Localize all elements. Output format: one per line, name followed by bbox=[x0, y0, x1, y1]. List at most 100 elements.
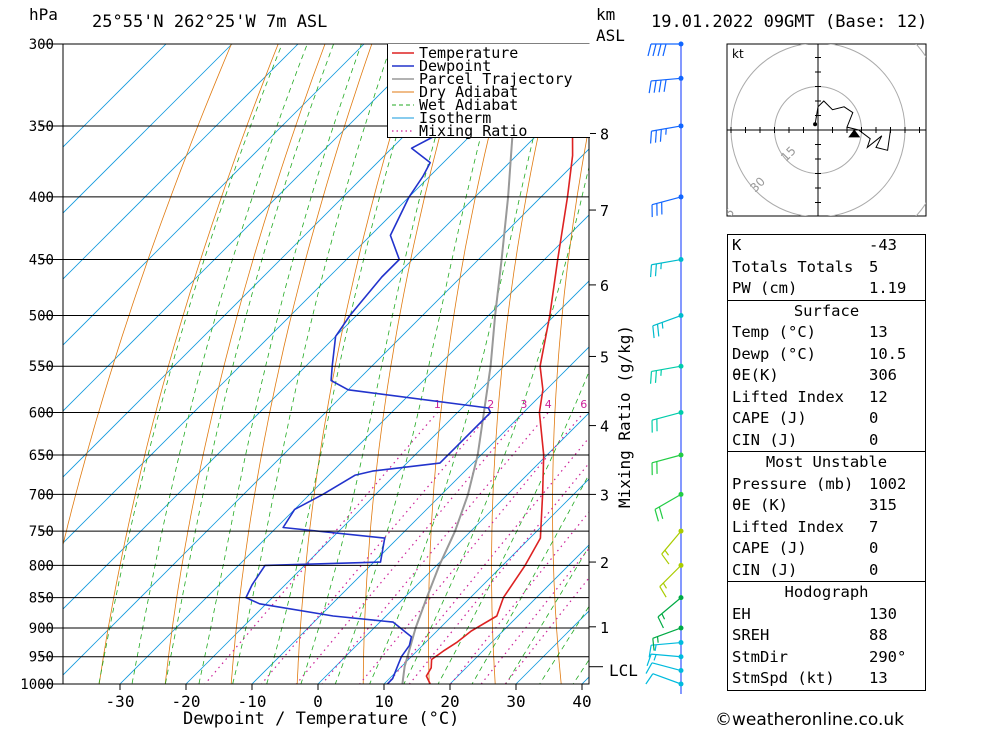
legend-label-dewpoint: Dewpoint bbox=[419, 57, 492, 75]
pressure-tick-label: 450 bbox=[29, 253, 54, 269]
legend-label-wet-adiabat: Wet Adiabat bbox=[419, 96, 519, 114]
mixing-ratio-axis-title: Mixing Ratio (g/kg) bbox=[615, 324, 634, 508]
wind-barb-feather bbox=[663, 79, 667, 92]
pressure-tick-label: 900 bbox=[29, 621, 54, 637]
height-tick-label: 8 bbox=[600, 125, 609, 143]
stability-indices-table: K -43 Totals Totals 5 PW (cm) 1.19 Surface … bbox=[727, 234, 926, 691]
surface-cape-row: CAPE (J) 0 bbox=[732, 409, 879, 427]
wind-barb bbox=[657, 595, 684, 629]
wind-barb-half-feather bbox=[664, 549, 670, 556]
dry-adiabat-line bbox=[63, 44, 232, 547]
pressure-tick-label: 950 bbox=[29, 650, 54, 666]
wind-barb-feather bbox=[659, 129, 662, 142]
legend-label-parcel: Parcel Trajectory bbox=[419, 70, 573, 88]
profile-parcel-trajectory bbox=[401, 44, 524, 684]
chart-frame: 3003504004505005506006507007508008509009… bbox=[20, 37, 609, 711]
wind-barb-feather bbox=[654, 370, 657, 383]
surface-theta-e-row: θE(K) 306 bbox=[732, 366, 897, 384]
wind-barb-feather bbox=[649, 131, 653, 144]
wind-barb-shaft bbox=[651, 454, 682, 464]
height-tick-label: 3 bbox=[600, 486, 609, 504]
x-tick-label: -30 bbox=[106, 692, 135, 711]
datetime-title: 19.01.2022 09GMT (Base: 12) bbox=[651, 12, 928, 32]
wind-barb bbox=[654, 491, 684, 522]
wind-barb bbox=[652, 625, 684, 651]
pressure-tick-label: 750 bbox=[29, 524, 54, 540]
wind-barb-feather bbox=[657, 616, 664, 629]
legend-label-mixing-ratio: Mixing Ratio bbox=[419, 122, 528, 140]
wind-barb bbox=[649, 257, 684, 278]
legend-label-isotherm: Isotherm bbox=[419, 109, 492, 127]
wind-barb-shaft bbox=[652, 673, 682, 685]
mixing-ratio-label: 15 bbox=[663, 398, 677, 411]
wind-barb-feather bbox=[661, 553, 670, 565]
x-tick-label: 10 bbox=[374, 692, 393, 711]
dry-adiabat-line bbox=[669, 0, 718, 710]
pressure-tick-label: 1000 bbox=[20, 677, 54, 693]
mu-pressure-row: Pressure (mb) 1002 bbox=[732, 474, 907, 493]
wind-barb bbox=[651, 409, 684, 433]
wind-barb-feather bbox=[652, 43, 657, 57]
height-tick-label: 2 bbox=[600, 554, 609, 572]
wind-barb-feather bbox=[648, 80, 652, 94]
wind-barb-half-feather bbox=[661, 613, 666, 620]
wind-barb bbox=[648, 75, 684, 94]
isotherm-line bbox=[63, 44, 299, 280]
wind-barb-feather bbox=[656, 324, 660, 337]
pressure-tick-label: 800 bbox=[29, 558, 54, 574]
isotherm-line bbox=[383, 478, 589, 684]
mixing-ratio-line bbox=[504, 576, 589, 684]
wind-barb-feather bbox=[658, 506, 664, 519]
pressure-tick-label: 650 bbox=[29, 448, 54, 464]
index-row-totals: Totals Totals 5 bbox=[732, 257, 879, 276]
hodograph-trace bbox=[814, 100, 891, 151]
plot-border bbox=[62, 43, 590, 685]
wet-adiabat-line bbox=[98, 44, 283, 684]
wet-adiabat-line bbox=[131, 44, 308, 684]
surface-dewp-row: Dewp (°C) 10.5 bbox=[732, 344, 907, 363]
legend: Temperature Dewpoint Parcel Trajectory D… bbox=[387, 44, 590, 140]
height-ref-label: ASL bbox=[596, 26, 625, 45]
wind-barb-feather bbox=[659, 586, 667, 598]
wind-barb bbox=[645, 662, 684, 674]
isotherm-line bbox=[185, 280, 589, 684]
profile-dewpoint bbox=[245, 44, 513, 684]
mu-lifted-row: Lifted Index 7 bbox=[732, 517, 879, 536]
mixing-ratio-line bbox=[358, 412, 585, 684]
wet-adiabat-line bbox=[471, 473, 589, 684]
pressure-tick-label: 350 bbox=[29, 119, 54, 135]
wind-barb-feather bbox=[648, 645, 652, 658]
wind-barb bbox=[652, 313, 684, 339]
copyright-footer[interactable]: ©weatheronline.co.uk bbox=[715, 710, 905, 730]
hodograph-title-row: Hodograph bbox=[727, 581, 926, 604]
wind-barb bbox=[661, 528, 684, 565]
wind-barb bbox=[649, 123, 684, 144]
wet-adiabat-line bbox=[539, 605, 589, 684]
pressure-unit-label: hPa bbox=[29, 5, 58, 24]
mixing-ratio-label: 6 bbox=[580, 398, 587, 411]
wind-barb-feather bbox=[645, 673, 654, 685]
wind-barb bbox=[648, 640, 684, 658]
mixing-ratio-line bbox=[386, 436, 589, 684]
hodograph-start-dot bbox=[813, 122, 818, 127]
surface-cin-row: CIN (J) 0 bbox=[732, 430, 879, 449]
x-tick-label: 20 bbox=[440, 692, 459, 711]
index-row-k: K -43 bbox=[732, 236, 897, 254]
wind-barb-feather bbox=[654, 130, 657, 143]
mixing-ratio-line bbox=[480, 547, 589, 684]
mixing-ratio-label: 20 bbox=[691, 398, 705, 411]
wet-adiabat-line bbox=[164, 44, 335, 684]
dry-adiabat-line bbox=[98, 44, 279, 684]
isotherm-line bbox=[63, 44, 167, 148]
wind-barb-shaft bbox=[651, 662, 682, 672]
wind-barb-half-feather bbox=[653, 654, 657, 661]
height-tick-label: 5 bbox=[600, 348, 609, 366]
isotherm-line bbox=[63, 148, 589, 676]
hodo-stmspd-row: StmSpd (kt) 13 bbox=[732, 669, 888, 687]
hodo-sreh-row: SREH 88 bbox=[732, 626, 888, 644]
height-tick-label: 1 bbox=[600, 619, 609, 637]
mixing-ratio-label: 2 bbox=[487, 398, 494, 411]
wind-barb-shaft bbox=[651, 258, 682, 266]
pressure-tick-label: 700 bbox=[29, 487, 54, 503]
